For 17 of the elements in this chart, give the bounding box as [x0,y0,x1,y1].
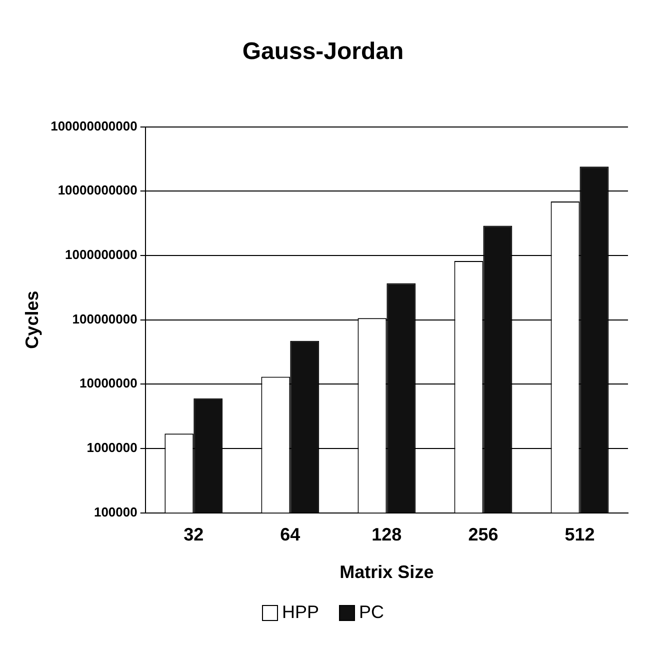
y-tick-label: 100000 [94,504,138,520]
x-tick-label: 128 [372,524,402,545]
y-tick-label: 100000000000 [50,118,138,134]
y-axis-title: Cycles [22,290,42,349]
legend-label: HPP [282,602,319,623]
y-tick-label: 100000000 [72,311,138,326]
y-tick-label: 10000000 [80,376,138,391]
y-tick-label: 1000000 [86,440,138,456]
x-tick-label: 32 [184,524,204,545]
x-tick-label: 512 [564,524,595,545]
y-tick-label: 1000000000 [65,247,138,262]
legend-label: PC [359,602,384,623]
x-axis-title: Matrix Size [340,562,434,582]
x-tick-label: 64 [280,524,300,545]
y-tick-label: 10000000000 [58,182,138,198]
x-tick-label: 256 [468,524,498,545]
chart-title: Gauss-Jordan [242,38,404,66]
